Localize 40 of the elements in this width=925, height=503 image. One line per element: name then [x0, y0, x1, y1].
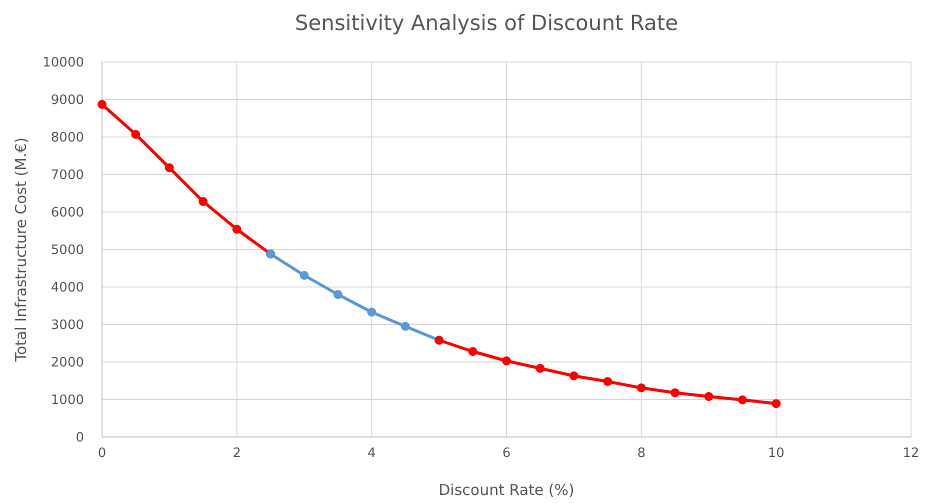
point [603, 377, 612, 386]
x-tick-label: 8 [637, 446, 646, 461]
point [536, 364, 545, 373]
y-tick-label: 6000 [50, 206, 84, 221]
point [569, 371, 578, 380]
point [300, 270, 309, 280]
point [468, 347, 478, 356]
x-tick-label: 4 [368, 446, 376, 461]
y-tick-label: 10000 [42, 56, 84, 71]
y-tick-label: 1000 [50, 393, 84, 408]
x-tick-label: 10 [768, 446, 784, 461]
point [738, 395, 747, 404]
point [400, 322, 410, 331]
y-tick-label: 8000 [50, 130, 84, 146]
x-axis-title: Discount Rate (%) [438, 481, 574, 499]
x-tick-label: 6 [502, 446, 511, 461]
point [98, 100, 106, 109]
point [198, 197, 208, 206]
y-tick-label: 5000 [50, 243, 84, 258]
point [772, 399, 781, 408]
point [333, 290, 342, 299]
point [367, 308, 376, 317]
point [164, 163, 174, 172]
point [636, 383, 646, 392]
point [502, 356, 511, 366]
x-tick-label: 0 [98, 446, 106, 461]
y-tick-label: 7000 [50, 168, 84, 184]
x-tick-label: 12 [902, 446, 920, 461]
y-tick-label: 3000 [50, 318, 84, 334]
point [232, 224, 242, 234]
y-tick-label: 0 [76, 430, 84, 446]
y-tick-label: 4000 [50, 280, 84, 296]
point [704, 392, 714, 401]
chart-title: Sensitivity Analysis of Discount Rate [294, 11, 678, 35]
y-axis-title: Total Infrastructure Cost (M.€) [12, 137, 30, 363]
point [131, 130, 140, 139]
y-tick-label: 9000 [50, 93, 84, 108]
point [670, 388, 680, 398]
y-tick-label: 2000 [50, 356, 84, 371]
x-tick-label: 2 [232, 446, 241, 461]
